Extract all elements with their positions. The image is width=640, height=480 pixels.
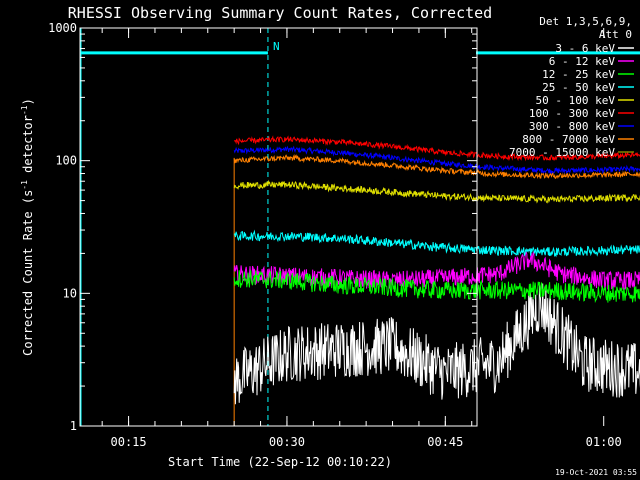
timestamp: 19-Oct-2021 03:55 xyxy=(555,468,637,477)
x-axis-label: Start Time (22-Sep-12 00:10:22) xyxy=(168,455,392,469)
legend-header-detectors: Det 1,3,5,6,9, xyxy=(539,15,632,28)
x-tick-label: 00:30 xyxy=(269,435,305,449)
legend-label: 50 - 100 keV xyxy=(536,94,616,107)
series-line-6 xyxy=(233,145,640,175)
legend-label: 300 - 800 keV xyxy=(529,120,615,133)
y-axis-label-main: Corrected Count Rate (s xyxy=(21,190,35,356)
legend-label: 25 - 50 keV xyxy=(542,81,615,94)
night-label: N xyxy=(273,40,280,53)
y-axis-label-sup1: -1 xyxy=(20,180,29,190)
legend-label: 12 - 25 keV xyxy=(542,68,615,81)
series-line-5 xyxy=(233,135,640,162)
plot-area: NS xyxy=(80,28,640,426)
legend-label: 800 - 7000 keV xyxy=(522,133,615,146)
x-tick-label: 01:00 xyxy=(586,435,622,449)
series-line-3 xyxy=(233,229,640,258)
legend-label: 6 - 12 keV xyxy=(549,55,616,68)
x-tick-label: 00:45 xyxy=(427,435,463,449)
y-axis-label-mid: detector xyxy=(21,115,35,180)
legend-label: 3 - 6 keV xyxy=(555,42,615,55)
y-tick-label: 100 xyxy=(55,154,77,168)
y-tick-label: 10 xyxy=(63,286,77,300)
legend-header-attenuator: Att 0 xyxy=(599,28,632,41)
y-axis: 1 10 100 1000 xyxy=(48,21,477,433)
y-axis-label-end: ) xyxy=(21,98,35,105)
chart-title: RHESSI Observing Summary Count Rates, Co… xyxy=(68,4,492,22)
legend-label: 100 - 300 keV xyxy=(529,107,615,120)
series-line-7 xyxy=(233,153,640,180)
legend-label: 7000 - 15000 keV xyxy=(509,146,615,159)
series-line-4 xyxy=(233,179,640,204)
x-tick-label: 00:15 xyxy=(111,435,147,449)
y-tick-label: 1000 xyxy=(48,21,77,35)
y-tick-label: 1 xyxy=(70,419,77,433)
y-axis-label: Corrected Count Rate (s-1 detector-1) xyxy=(20,98,35,356)
series-line-0 xyxy=(233,283,640,405)
series-line-2 xyxy=(233,270,640,304)
plot-frame xyxy=(79,27,478,427)
y-axis-label-sup2: -1 xyxy=(20,105,29,115)
